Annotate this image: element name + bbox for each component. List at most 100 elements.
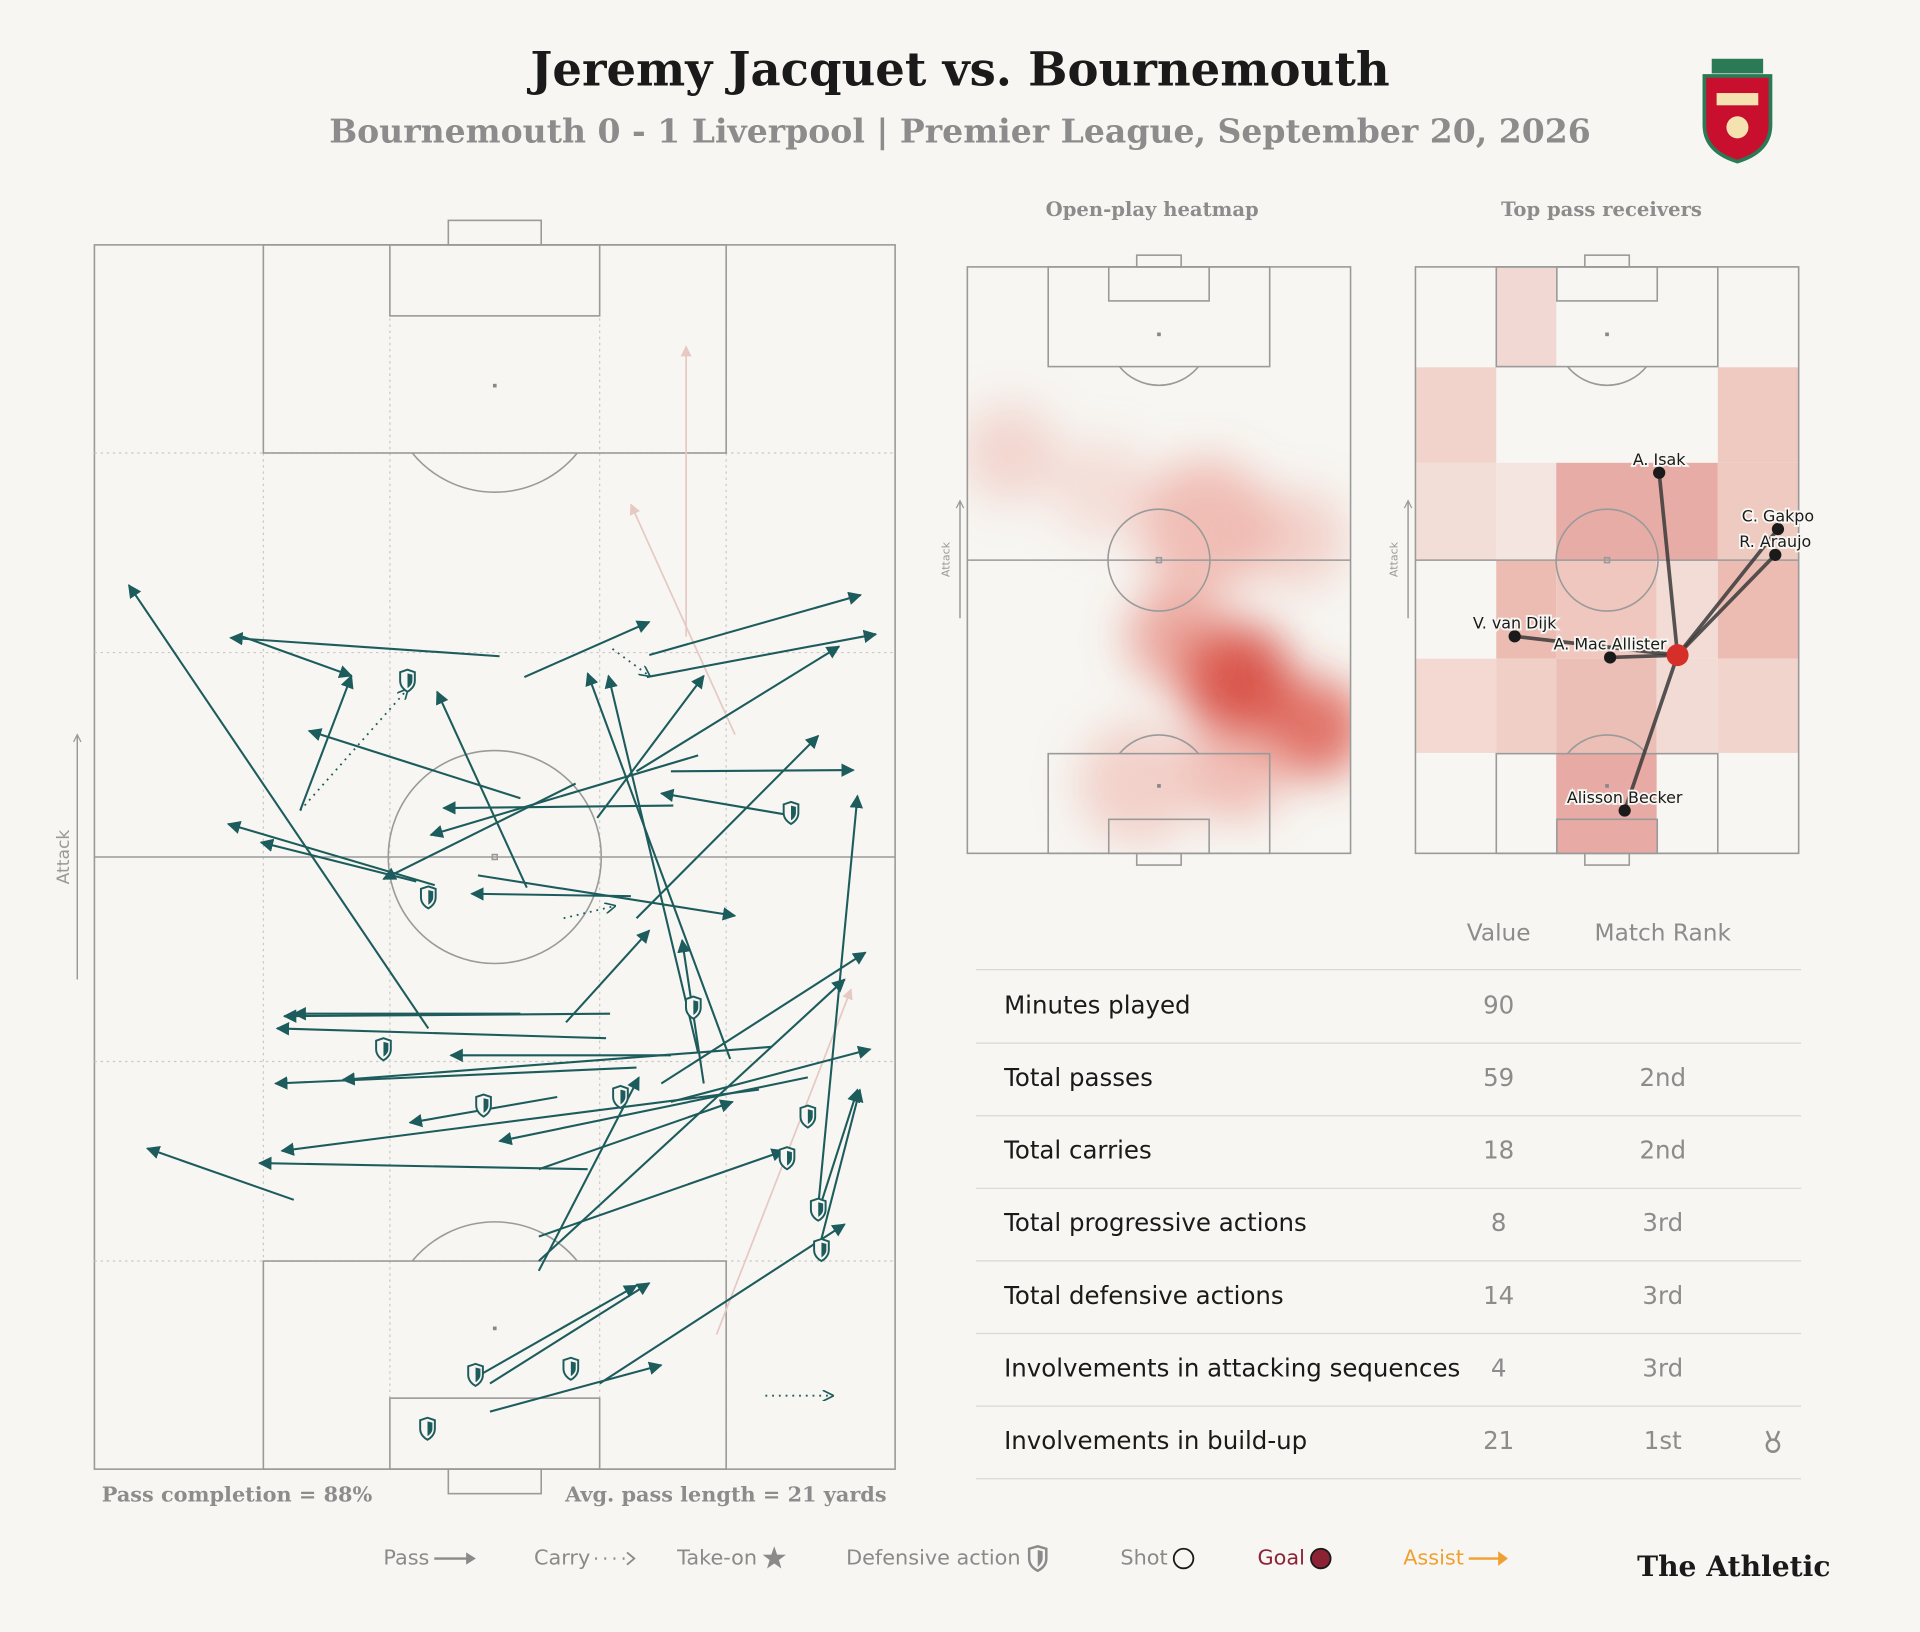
row-label: Total carries [1003,1136,1152,1165]
receiver-dot [1508,630,1521,643]
pass [282,1009,611,1023]
defensive-action-half [407,673,413,689]
receiver-zones [1415,266,1799,854]
medal [1765,1438,1781,1454]
attack-arrowhead [1403,499,1413,509]
attack-label: Attack [54,830,74,885]
pass [670,1045,872,1103]
row-label: Total passes [1003,1063,1153,1092]
brand: The Athletic [1637,1550,1830,1583]
receiver-name: V. van Dijk [1473,614,1557,633]
centre-spot [1155,556,1163,564]
receiver-dot [1771,522,1785,536]
penalty-box [262,1260,727,1470]
receiver-link [1608,653,1680,660]
defensive-action-half [475,1367,481,1383]
defensive-action-half [570,1361,576,1377]
row-value: 4 [1491,1353,1507,1382]
pass [341,1045,772,1086]
legend-icon [1172,1547,1195,1570]
pass [538,978,846,1262]
row-rank: 2nd [1639,1136,1686,1165]
defensive-action-half [427,1421,433,1437]
penalty-spot [1605,784,1609,788]
medal-ribbon [1765,1430,1781,1441]
row-value: 14 [1483,1281,1514,1310]
carry [611,648,649,676]
goal-area [1107,266,1210,302]
centre-spot [491,853,499,861]
pass [523,620,651,678]
row-value: 90 [1483,990,1514,1019]
penalty-box [262,244,727,454]
centre-spot [1603,556,1611,564]
pass [242,635,353,679]
legend-icon [762,1546,786,1569]
pass [817,1088,864,1252]
legend-icon [466,1552,476,1565]
goal [1584,852,1631,866]
pass [489,1282,651,1385]
legend-label: Pass [383,1546,429,1570]
pass [660,951,867,1085]
legend-label: Defensive action [846,1546,1020,1570]
column-header: Value [1467,920,1531,947]
penalty-arc [411,1221,578,1262]
goal [1135,852,1182,866]
attack-arrowhead [73,733,82,743]
goal [447,219,542,246]
row-value: 18 [1483,1136,1514,1165]
pass [436,690,528,889]
defensive-action [612,1084,629,1110]
pass [537,1076,640,1272]
defensive-action-half [383,1041,389,1057]
subtitle: Bournemouth 0 - 1 Liverpool | Premier Le… [329,111,1591,150]
pass-completion: Pass completion = 88% [102,1482,373,1507]
pass [475,1284,638,1379]
row-label: Involvements in build-up [1004,1426,1307,1455]
legend-icon [1498,1551,1508,1566]
centre-circle [387,749,603,965]
goal [1135,254,1182,268]
pass [226,820,436,887]
pass [585,672,732,1060]
receiver-link [1675,553,1778,657]
defensive-action-half [693,1000,699,1015]
pass [145,1146,295,1201]
legend-label: Assist [1403,1546,1464,1570]
legend-icon [1037,1549,1043,1568]
penalty-arc [1118,734,1200,755]
pass [489,1361,663,1413]
legend-icon [1310,1547,1332,1570]
pass [477,874,737,921]
legend-icon [626,1551,636,1566]
attack-label: Attack [940,541,953,577]
defensive-action-half [807,1109,813,1124]
pass [659,788,784,816]
attack-arrowhead [955,499,965,509]
pass [646,629,878,679]
centre-circle [1107,508,1211,612]
penalty-spot [1157,332,1161,337]
goal [447,1468,542,1495]
avg-pass-length: Avg. pass length = 21 yards [564,1482,886,1507]
pass [280,1088,760,1156]
defensive-action-half [428,890,434,905]
receiver-link [1622,653,1680,813]
legend-label: Goal [1258,1546,1305,1570]
pass [127,584,430,1029]
penalty-arc [411,452,578,493]
defensive-action-half [818,1202,824,1217]
receiver-name: C. Gakpo [1742,506,1814,525]
player-position [1666,644,1689,667]
pass [229,631,500,658]
receiver-link [1657,470,1680,657]
attack-label: Attack [1388,541,1401,577]
row-value: 8 [1491,1208,1507,1237]
defensive-action-half [620,1089,626,1105]
penalty-spot [1605,332,1609,337]
defensive-action-half [821,1242,827,1258]
legend-icon [1027,1545,1048,1573]
receiver-name: Alisson Becker [1567,788,1683,807]
